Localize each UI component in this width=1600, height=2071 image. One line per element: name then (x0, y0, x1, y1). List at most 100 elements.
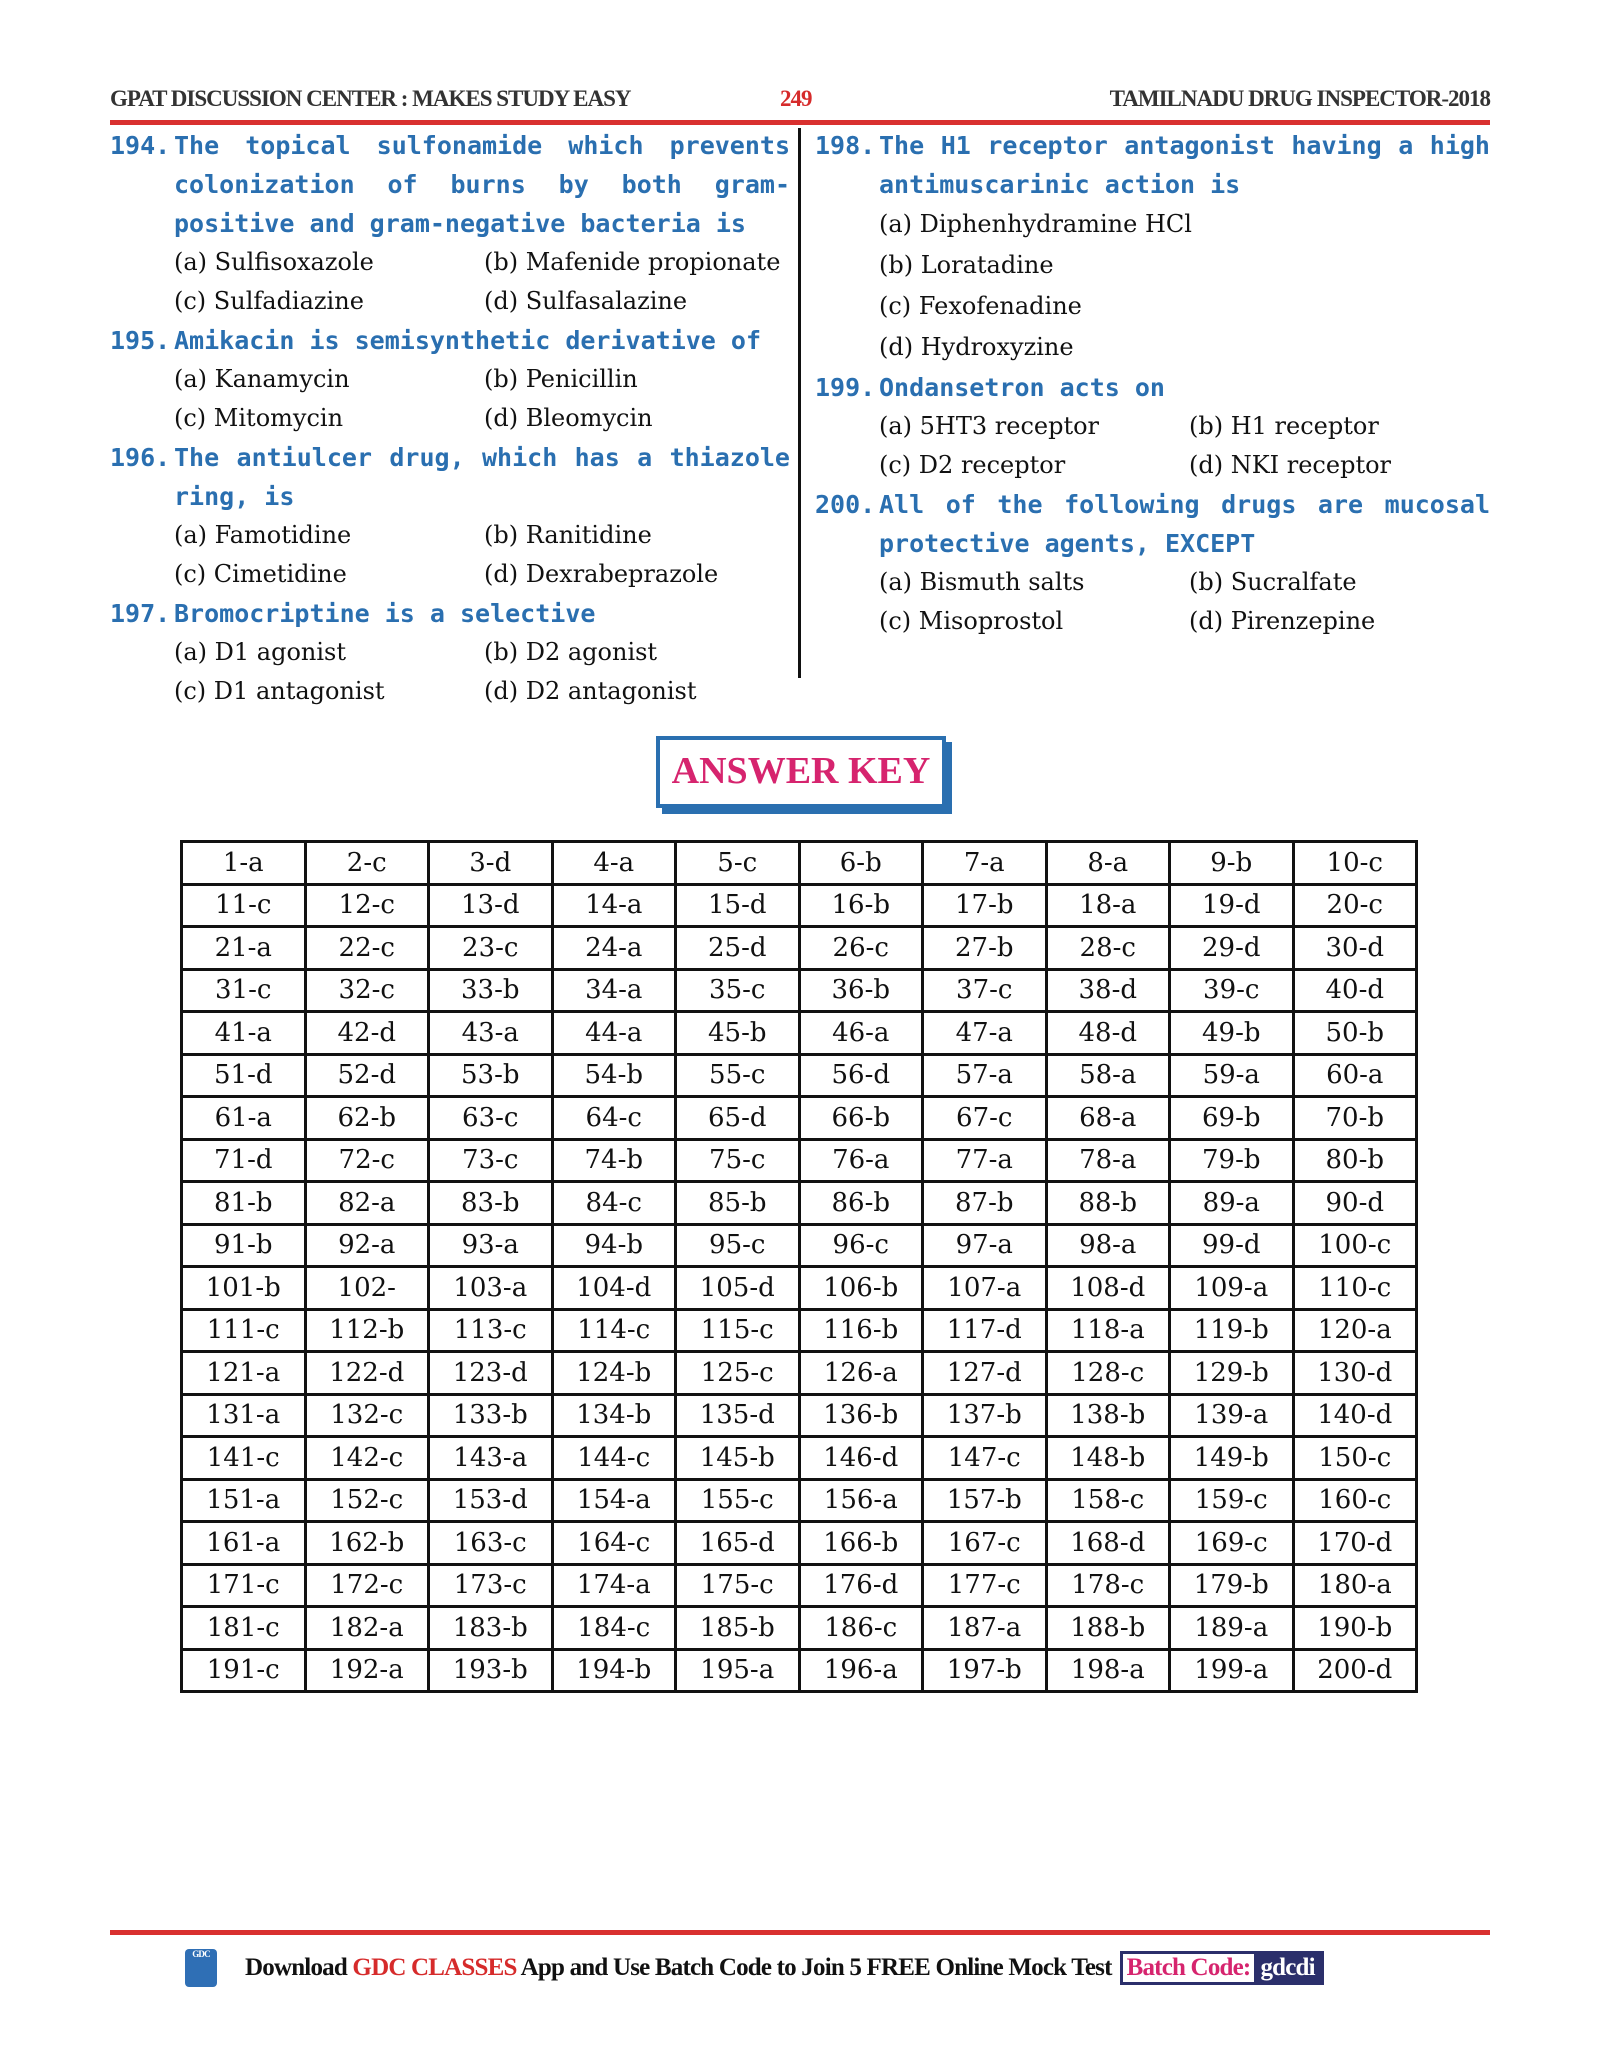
answer-cell: 171-c (180, 1562, 307, 1608)
answer-cell: 54-b (550, 1052, 677, 1098)
answer-cell: 10-c (1291, 840, 1418, 886)
answer-cell: 193-b (427, 1647, 554, 1693)
option: (d) Dexrabeprazole (484, 560, 719, 588)
question-number: 196. (110, 443, 171, 472)
answer-cell: 51-d (180, 1052, 307, 1098)
options: (a) Diphenhydramine HCl (b) Loratadine (c)… (815, 204, 1490, 368)
answer-cell: 127-d (921, 1350, 1048, 1396)
table-row: 131-a 132-c 133-b 134-b 135-d 136-b 137-b 138-b… (180, 1392, 1418, 1438)
options: (a) Famotidine (b) Ranitidine (c) Cimetidi… (110, 516, 790, 594)
question-text: The H1 receptor antagonist having a high… (879, 131, 1490, 199)
option: (c) D2 receptor (879, 451, 1066, 479)
table-row: 81-b 82-a 83-b 84-c 85-b 86-b 87-b 88-b 89-a 90-d (180, 1180, 1418, 1226)
answer-cell: 94-b (550, 1222, 677, 1268)
answer-cell: 76-a (797, 1137, 924, 1183)
answer-cell: 154-a (550, 1477, 677, 1523)
answer-cell: 131-a (180, 1392, 307, 1438)
answer-cell: 75-c (674, 1137, 801, 1183)
answer-cell: 102- (303, 1265, 430, 1311)
answer-cell: 40-d (1291, 967, 1418, 1013)
answer-cell: 64-c (550, 1095, 677, 1141)
answer-cell: 119-b (1168, 1307, 1295, 1353)
batch-code-value: gdcdi (1254, 1954, 1321, 1982)
answer-cell: 49-b (1168, 1010, 1295, 1056)
answer-cell: 195-a (674, 1647, 801, 1693)
options: (a) Sulfisoxazole (b) Mafenide propionate… (110, 243, 790, 321)
answer-cell: 192-a (303, 1647, 430, 1693)
answer-cell: 163-c (427, 1520, 554, 1566)
table-row: 171-c 172-c 173-c 174-a 175-c 176-d 177-c 178-c… (180, 1562, 1418, 1608)
answer-cell: 165-d (674, 1520, 801, 1566)
answer-cell: 159-c (1168, 1477, 1295, 1523)
question: 196. The antiulcer drug, which has a thia… (110, 438, 790, 516)
answer-cell: 77-a (921, 1137, 1048, 1183)
answer-cell: 122-d (303, 1350, 430, 1396)
header-rule (110, 120, 1490, 125)
table-row: 61-a 62-b 63-c 64-c 65-d 66-b 67-c 68-a 69-b 70-b (180, 1095, 1418, 1141)
answer-cell: 62-b (303, 1095, 430, 1141)
answer-cell: 2-c (303, 840, 430, 886)
questions-left-column: 194. The topical sulfonamide which preven… (110, 126, 790, 711)
option: (c) D1 antagonist (174, 677, 385, 705)
answer-cell: 35-c (674, 967, 801, 1013)
answer-cell: 176-d (797, 1562, 924, 1608)
answer-cell: 130-d (1291, 1350, 1418, 1396)
answer-cell: 173-c (427, 1562, 554, 1608)
option: (c) Misoprostol (879, 607, 1064, 635)
footer: GDC Download GDC CLASSES App and Use Bat… (185, 1948, 1324, 1988)
answer-cell: 110-c (1291, 1265, 1418, 1311)
answer-cell: 170-d (1291, 1520, 1418, 1566)
table-row: 161-a 162-b 163-c 164-c 165-d 166-b 167-c 168-d… (180, 1520, 1418, 1566)
option: (c) Fexofenadine (879, 292, 1082, 320)
options: (a) Bismuth salts (b) Sucralfate (c) Misop… (815, 563, 1490, 641)
option: (b) Penicillin (484, 365, 638, 393)
option: (b) Sucralfate (1189, 568, 1357, 596)
table-row: 11-c 12-c 13-d 14-a 15-d 16-b 17-b 18-a 19-d 20-c (180, 882, 1418, 928)
option: (d) Hydroxyzine (879, 333, 1074, 361)
answer-cell: 182-a (303, 1605, 430, 1651)
answer-cell: 184-c (550, 1605, 677, 1651)
question: 200. All of the following drugs are mucos… (815, 485, 1490, 563)
answer-cell: 66-b (797, 1095, 924, 1141)
question-text: The antiulcer drug, which has a thiazole… (174, 443, 790, 511)
answer-cell: 109-a (1168, 1265, 1295, 1311)
answer-cell: 69-b (1168, 1095, 1295, 1141)
answer-cell: 145-b (674, 1435, 801, 1481)
answer-cell: 101-b (180, 1265, 307, 1311)
answer-cell: 80-b (1291, 1137, 1418, 1183)
answer-cell: 155-c (674, 1477, 801, 1523)
answer-cell: 120-a (1291, 1307, 1418, 1353)
answer-cell: 63-c (427, 1095, 554, 1141)
question: 194. The topical sulfonamide which preven… (110, 126, 790, 243)
answer-cell: 99-d (1168, 1222, 1295, 1268)
answer-cell: 83-b (427, 1180, 554, 1226)
answer-cell: 53-b (427, 1052, 554, 1098)
answer-cell: 37-c (921, 967, 1048, 1013)
answer-cell: 175-c (674, 1562, 801, 1608)
answer-cell: 112-b (303, 1307, 430, 1353)
answer-cell: 123-d (427, 1350, 554, 1396)
answer-cell: 36-b (797, 967, 924, 1013)
answer-cell: 6-b (797, 840, 924, 886)
answer-cell: 61-a (180, 1095, 307, 1141)
answer-cell: 58-a (1044, 1052, 1171, 1098)
answer-cell: 180-a (1291, 1562, 1418, 1608)
question-number: 195. (110, 326, 171, 355)
answer-cell: 42-d (303, 1010, 430, 1056)
answer-cell: 199-a (1168, 1647, 1295, 1693)
answer-cell: 174-a (550, 1562, 677, 1608)
table-row: 111-c 112-b 113-c 114-c 115-c 116-b 117-d 118-a… (180, 1307, 1418, 1353)
answer-cell: 88-b (1044, 1180, 1171, 1226)
question-number: 194. (110, 131, 171, 160)
answer-cell: 146-d (797, 1435, 924, 1481)
answer-cell: 78-a (1044, 1137, 1171, 1183)
answer-cell: 121-a (180, 1350, 307, 1396)
answer-cell: 30-d (1291, 925, 1418, 971)
answer-cell: 74-b (550, 1137, 677, 1183)
option: (d) NKI receptor (1189, 451, 1392, 479)
answer-cell: 167-c (921, 1520, 1048, 1566)
table-row: 1-a 2-c 3-d 4-a 5-c 6-b 7-a 8-a 9-b 10-c (180, 840, 1418, 886)
option: (a) D1 agonist (174, 638, 347, 666)
answer-cell: 12-c (303, 882, 430, 928)
answer-cell: 116-b (797, 1307, 924, 1353)
